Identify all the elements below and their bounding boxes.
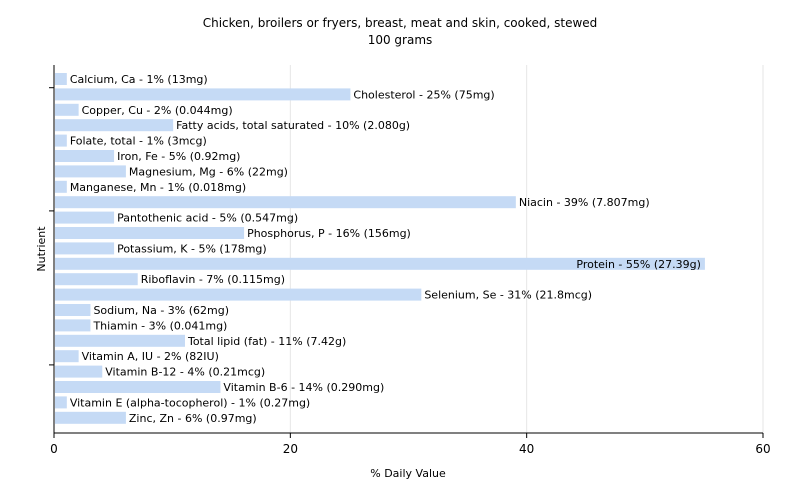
- bar-label: Vitamin E (alpha-tocopherol) - 1% (0.27m…: [70, 396, 310, 409]
- x-tick-label: 0: [50, 442, 58, 456]
- bar-label: Riboflavin - 7% (0.115mg): [141, 273, 285, 286]
- x-tick-label: 60: [755, 442, 770, 456]
- chart-subtitle: 100 grams: [368, 33, 433, 47]
- y-axis-label: Nutrient: [35, 226, 48, 272]
- bar-label: Selenium, Se - 31% (21.8mcg): [424, 289, 592, 302]
- bar-label: Thiamin - 3% (0.041mg): [92, 319, 227, 332]
- bar-label: Sodium, Na - 3% (62mg): [93, 304, 229, 317]
- bar-label: Vitamin B-6 - 14% (0.290mg): [223, 381, 384, 394]
- bar: [55, 350, 79, 363]
- bar: [55, 304, 91, 316]
- bar-label: Fatty acids, total saturated - 10% (2.08…: [176, 119, 410, 132]
- bar: [55, 257, 705, 270]
- bar: [55, 334, 185, 347]
- chart-title: Chicken, broilers or fryers, breast, mea…: [203, 16, 598, 30]
- bar-label: Potassium, K - 5% (178mg): [117, 242, 267, 255]
- bar: [55, 88, 351, 101]
- bar: [55, 196, 516, 209]
- bar-label: Zinc, Zn - 6% (0.97mg): [129, 412, 257, 425]
- bar-label: Copper, Cu - 2% (0.044mg): [82, 104, 233, 117]
- bar-label: Cholesterol - 25% (75mg): [353, 88, 494, 101]
- bar-label: Total lipid (fat) - 11% (7.42g): [187, 335, 346, 348]
- grid-lines: [289, 65, 764, 433]
- x-tick-label: 20: [283, 442, 298, 456]
- bar-label: Calcium, Ca - 1% (13mg): [70, 73, 208, 86]
- bar: [55, 273, 138, 286]
- bar: [55, 134, 67, 147]
- bar-label: Pantothenic acid - 5% (0.547mg): [117, 212, 298, 225]
- bar: [55, 288, 422, 301]
- bar: [55, 165, 126, 178]
- bar: [55, 103, 79, 116]
- bar-label: Magnesium, Mg - 6% (22mg): [129, 165, 288, 178]
- bar-label: Manganese, Mn - 1% (0.018mg): [70, 181, 246, 194]
- x-ticks: 0 20 40 60: [50, 433, 771, 456]
- bars-group: Calcium, Ca - 1% (13mg) Cholesterol - 25%…: [55, 73, 705, 425]
- bar: [55, 150, 115, 162]
- bar-label: Iron, Fe - 5% (0.92mg): [117, 150, 240, 163]
- bar-label: Vitamin A, IU - 2% (82IU): [82, 350, 219, 363]
- bar-label: Vitamin B-12 - 4% (0.21mcg): [105, 366, 265, 379]
- bar-label: Folate, total - 1% (3mcg): [70, 135, 207, 148]
- bar: [55, 73, 67, 85]
- bar: [55, 119, 174, 132]
- bar: [55, 381, 221, 393]
- axes-group: [49, 65, 763, 434]
- bar: [55, 319, 91, 332]
- x-tick-label: 40: [519, 442, 534, 456]
- bar-label: Protein - 55% (27.39g): [576, 258, 701, 271]
- bar: [55, 180, 67, 193]
- bar: [55, 211, 115, 224]
- bar: [55, 411, 126, 424]
- bar: [55, 227, 245, 239]
- bar: [55, 396, 67, 409]
- bar-label: Niacin - 39% (7.807mg): [519, 196, 650, 209]
- x-axis-label: % Daily Value: [370, 467, 446, 480]
- bar: [55, 242, 115, 255]
- bar-label: Phosphorus, P - 16% (156mg): [247, 227, 411, 240]
- bar: [55, 365, 103, 378]
